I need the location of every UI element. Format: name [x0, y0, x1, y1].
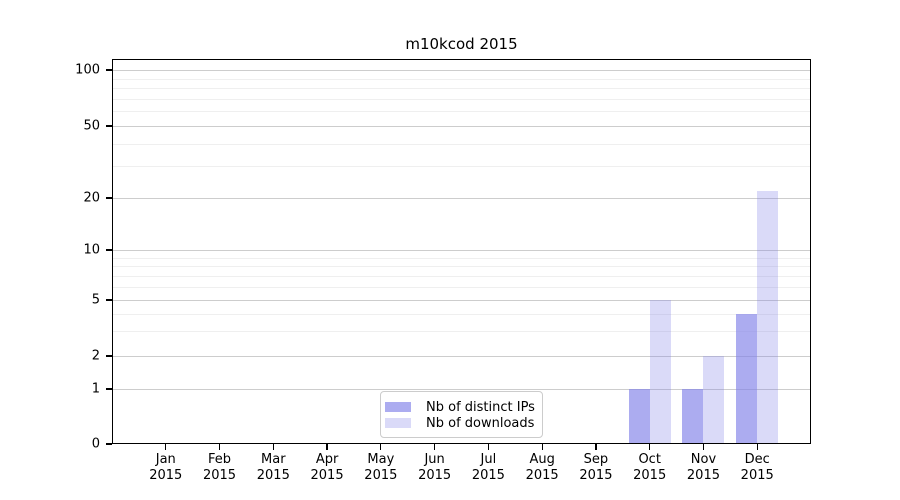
- x-tick-year: 2015: [364, 468, 398, 483]
- x-tick-mark: [165, 444, 167, 450]
- x-tick-year: 2015: [633, 468, 667, 483]
- x-tick-mark: [380, 444, 382, 450]
- y-tick-label: 2: [91, 348, 100, 364]
- x-tick-mark: [595, 444, 597, 450]
- minor-gridline: [112, 78, 811, 80]
- x-tick-mark: [541, 444, 543, 450]
- x-tick-month: Aug: [529, 452, 555, 467]
- bar-downloads-dec: [757, 190, 779, 444]
- x-tick-label: Oct 2015: [620, 452, 680, 484]
- x-tick-label: Jul 2015: [458, 452, 518, 484]
- legend-item-distinct-ips: Nb of distinct IPs: [385, 399, 535, 415]
- x-tick-year: 2015: [149, 468, 183, 483]
- x-tick-month: May: [367, 452, 395, 467]
- y-tick-mark: [106, 443, 112, 445]
- major-gridline: [112, 198, 811, 199]
- x-tick-month: Jun: [424, 452, 445, 467]
- y-tick-label: 20: [83, 190, 100, 206]
- x-tick-mark: [218, 444, 221, 450]
- bar-distinct-ips-dec: [736, 313, 758, 444]
- minor-gridline: [112, 286, 811, 288]
- bar-distinct-ips-nov: [682, 389, 704, 444]
- x-tick-mark: [649, 444, 651, 450]
- x-tick-label: Nov 2015: [673, 452, 733, 484]
- major-gridline: [112, 356, 811, 357]
- x-tick-year: 2015: [310, 468, 344, 483]
- x-tick-month: Mar: [261, 452, 286, 467]
- x-tick-year: 2015: [256, 468, 290, 483]
- x-tick-year: 2015: [579, 468, 613, 483]
- y-tick-label: 1: [91, 381, 100, 397]
- x-tick-year: 2015: [525, 468, 559, 483]
- x-tick-year: 2015: [686, 468, 720, 483]
- major-gridline: [112, 389, 811, 390]
- x-tick-month: Feb: [208, 452, 232, 467]
- minor-gridline: [112, 98, 811, 100]
- x-tick-month: Jul: [480, 452, 497, 467]
- minor-gridline: [112, 143, 811, 145]
- chart-title: m10kcod 2015: [405, 35, 518, 53]
- y-tick-mark: [106, 388, 112, 390]
- minor-gridline: [112, 275, 811, 277]
- major-gridline: [112, 70, 811, 71]
- x-tick-month: Sep: [583, 452, 609, 467]
- y-tick-mark: [106, 249, 112, 251]
- x-tick-label: Sep 2015: [566, 452, 626, 484]
- legend-label-distinct-ips: Nb of distinct IPs: [426, 399, 535, 415]
- minor-gridline: [112, 88, 811, 90]
- x-tick-year: 2015: [740, 468, 774, 483]
- y-tick-mark: [106, 197, 112, 199]
- legend-label-downloads: Nb of downloads: [426, 415, 535, 431]
- x-tick-year: 2015: [471, 468, 505, 483]
- x-tick-label: May 2015: [351, 452, 411, 484]
- x-tick-month: Dec: [744, 452, 770, 467]
- minor-gridline: [112, 331, 811, 333]
- x-tick-year: 2015: [202, 468, 237, 483]
- x-tick-year: 2015: [418, 468, 452, 483]
- x-tick-label: Feb 2015: [190, 452, 250, 484]
- x-tick-mark: [702, 444, 705, 450]
- bar-downloads-nov: [703, 356, 725, 444]
- x-tick-mark: [434, 444, 436, 450]
- y-tick-mark: [106, 299, 112, 301]
- x-tick-month: Nov: [690, 452, 717, 467]
- bar-distinct-ips-oct: [628, 389, 650, 444]
- major-gridline: [112, 300, 811, 301]
- y-tick-label: 0: [91, 436, 100, 452]
- x-tick-month: Oct: [638, 452, 661, 467]
- x-tick-label: Jun 2015: [405, 452, 465, 484]
- y-tick-label: 5: [91, 292, 100, 308]
- legend-item-downloads: Nb of downloads: [385, 415, 534, 431]
- legend-swatch-downloads: [385, 418, 411, 428]
- y-tick-label: 10: [83, 242, 100, 258]
- major-gridline: [112, 250, 811, 251]
- legend-swatch-distinct-ips: [385, 402, 411, 412]
- minor-gridline: [112, 111, 811, 113]
- minor-gridline: [112, 313, 811, 315]
- x-tick-month: Jan: [155, 452, 176, 467]
- bar-downloads-oct: [649, 300, 671, 444]
- x-tick-label: Dec 2015: [727, 452, 787, 484]
- x-tick-label: Aug 2015: [512, 452, 572, 484]
- x-tick-mark: [326, 444, 328, 450]
- y-tick-label: 100: [75, 62, 100, 78]
- major-gridline: [112, 126, 811, 127]
- x-tick-mark: [756, 444, 758, 450]
- x-tick-mark: [272, 444, 274, 450]
- y-tick-mark: [106, 355, 112, 357]
- x-tick-month: Apr: [315, 452, 339, 467]
- x-tick-label: Apr 2015: [297, 452, 357, 484]
- x-tick-label: Mar 2015: [243, 452, 303, 484]
- minor-gridline: [112, 166, 811, 168]
- y-tick-label: 50: [83, 118, 100, 134]
- y-tick-mark: [106, 125, 112, 127]
- x-tick-label: Jan 2015: [136, 452, 196, 484]
- minor-gridline: [112, 257, 811, 259]
- x-tick-mark: [487, 444, 489, 450]
- legend: Nb of distinct IPs Nb of downloads: [380, 391, 543, 438]
- y-tick-mark: [106, 69, 112, 71]
- minor-gridline: [112, 266, 811, 268]
